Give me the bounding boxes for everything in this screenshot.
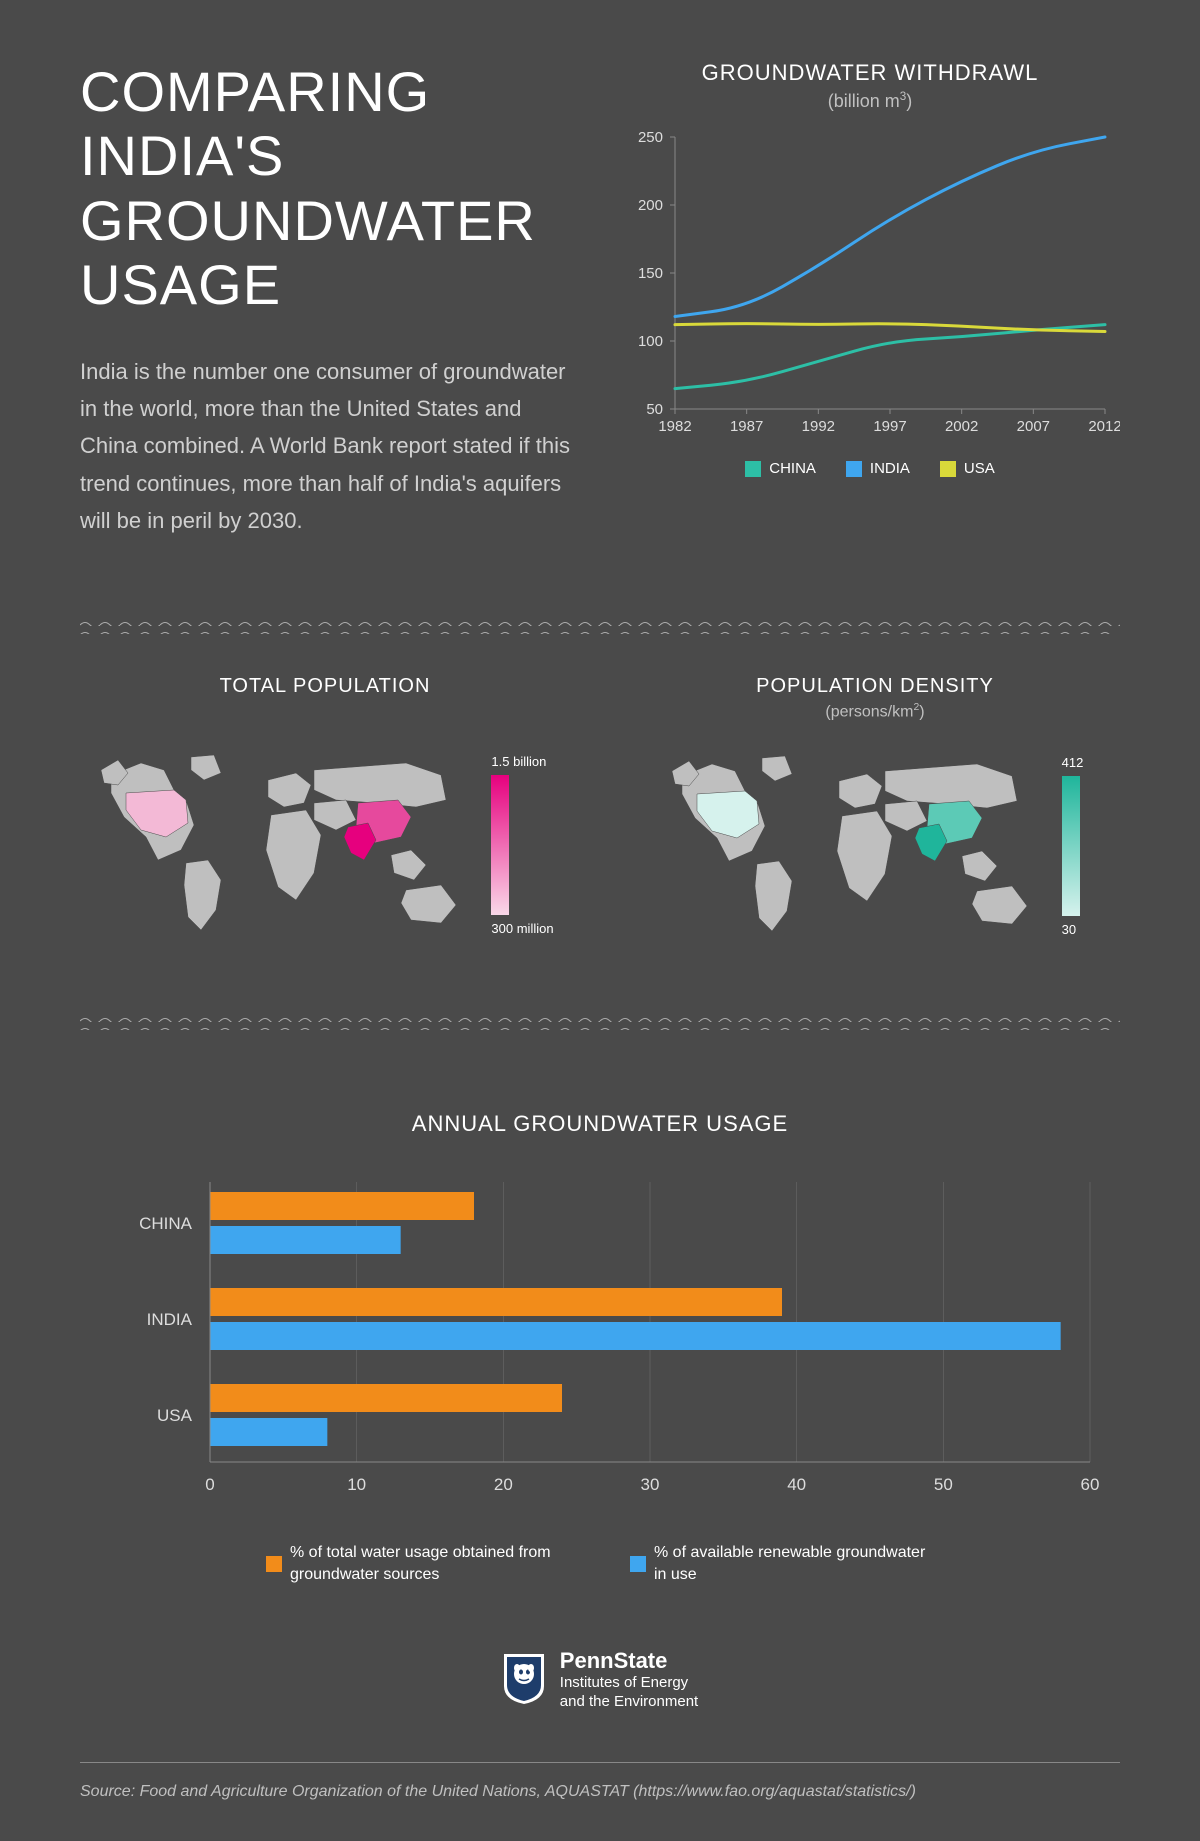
legend-label: % of total water usage obtained from gro… [290, 1542, 570, 1587]
world-map [667, 746, 1047, 946]
map-subtitle [80, 702, 570, 720]
gradient-legend: 412 30 [1062, 755, 1084, 937]
source-line: Source: Food and Agriculture Organizatio… [80, 1762, 1120, 1801]
bar-chart-legend: % of total water usage obtained from gro… [80, 1542, 1120, 1587]
svg-text:2007: 2007 [1017, 418, 1050, 435]
legend-item-pct-total: % of total water usage obtained from gro… [266, 1542, 570, 1587]
line-chart-legend: CHINA INDIA USA [620, 460, 1120, 477]
svg-text:USA: USA [157, 1406, 193, 1425]
svg-text:50: 50 [934, 1475, 953, 1494]
pennstate-shield-icon [502, 1652, 546, 1706]
gradient-max: 412 [1062, 755, 1084, 770]
svg-text:10: 10 [347, 1475, 366, 1494]
map-subtitle: (persons/km2) [630, 702, 1120, 721]
gradient-bar [1062, 776, 1080, 916]
bar-chart-canvas: 0 10 20 30 40 50 60 CHINA INDIA USA [80, 1172, 1120, 1512]
legend-item-india: INDIA [846, 460, 910, 477]
subtitle-suffix: ) [906, 91, 912, 111]
top-section: COMPARINGINDIA'SGROUNDWATERUSAGE India i… [80, 60, 1120, 540]
svg-text:200: 200 [638, 197, 663, 214]
svg-text:2002: 2002 [945, 418, 978, 435]
maps-section: TOTAL POPULATION 1.5 billion 300 million… [80, 675, 1120, 946]
svg-text:INDIA: INDIA [147, 1310, 193, 1329]
legend-swatch [266, 1556, 282, 1572]
gradient-legend: 1.5 billion 300 million [491, 754, 553, 936]
legend-swatch [630, 1556, 646, 1572]
svg-text:50: 50 [646, 401, 663, 418]
legend-item-usa: USA [940, 460, 995, 477]
line-chart: GROUNDWATER WITHDRAWL (billion m3) 50 100… [620, 60, 1120, 540]
legend-label: INDIA [870, 460, 910, 477]
svg-text:1992: 1992 [802, 418, 835, 435]
legend-item-china: CHINA [745, 460, 816, 477]
line-chart-subtitle: (billion m3) [620, 90, 1120, 112]
svg-text:20: 20 [494, 1475, 513, 1494]
svg-text:2012: 2012 [1088, 418, 1120, 435]
subtitle-suffix: ) [919, 703, 924, 720]
legend-swatch [745, 461, 761, 477]
svg-text:CHINA: CHINA [139, 1214, 193, 1233]
logo-block: PennState Institutes of Energy and the E… [80, 1647, 1120, 1712]
gradient-min: 300 million [491, 921, 553, 936]
svg-text:100: 100 [638, 333, 663, 350]
svg-text:30: 30 [641, 1475, 660, 1494]
map-title: POPULATION DENSITY [630, 675, 1120, 698]
main-title: COMPARINGINDIA'SGROUNDWATERUSAGE [80, 60, 580, 318]
line-chart-title: GROUNDWATER WITHDRAWL [620, 60, 1120, 86]
svg-text:250: 250 [638, 129, 663, 146]
subtitle-prefix: (persons/km [825, 703, 913, 720]
legend-label: USA [964, 460, 995, 477]
map-title: TOTAL POPULATION [80, 675, 570, 698]
gradient-bar [491, 775, 509, 915]
logo-text: PennState Institutes of Energy and the E… [560, 1647, 698, 1712]
logo-sub2: and the Environment [560, 1693, 698, 1712]
wave-divider [80, 1016, 1120, 1036]
legend-item-pct-renewable: % of available renewable groundwater in … [630, 1542, 934, 1587]
title-block: COMPARINGINDIA'SGROUNDWATERUSAGE India i… [80, 60, 580, 540]
subtitle-prefix: (billion m [828, 91, 900, 111]
gradient-max: 1.5 billion [491, 754, 546, 769]
map-population: TOTAL POPULATION 1.5 billion 300 million [80, 675, 570, 946]
svg-text:1997: 1997 [873, 418, 906, 435]
wave-divider [80, 620, 1120, 640]
svg-text:1987: 1987 [730, 418, 763, 435]
svg-text:40: 40 [787, 1475, 806, 1494]
bar-chart: ANNUAL GROUNDWATER USAGE 0 10 20 30 40 50 60 CH… [80, 1111, 1120, 1587]
logo-brand: PennState [560, 1647, 698, 1675]
svg-text:1982: 1982 [658, 418, 691, 435]
footer: PennState Institutes of Energy and the E… [80, 1647, 1120, 1801]
svg-text:0: 0 [205, 1475, 214, 1494]
legend-swatch [846, 461, 862, 477]
logo-sub1: Institutes of Energy [560, 1674, 698, 1693]
gradient-min: 30 [1062, 922, 1076, 937]
line-chart-canvas: 50 100 150 200 250 1982 1987 1992 1997 2002 2007 20… [620, 127, 1120, 447]
map-density: POPULATION DENSITY (persons/km2) 412 30 [630, 675, 1120, 946]
legend-swatch [940, 461, 956, 477]
legend-label: % of available renewable groundwater in … [654, 1542, 934, 1587]
legend-label: CHINA [769, 460, 816, 477]
bar-chart-title: ANNUAL GROUNDWATER USAGE [80, 1111, 1120, 1137]
svg-text:150: 150 [638, 265, 663, 282]
description: India is the number one consumer of grou… [80, 353, 580, 540]
world-map [96, 745, 476, 945]
svg-text:60: 60 [1081, 1475, 1100, 1494]
